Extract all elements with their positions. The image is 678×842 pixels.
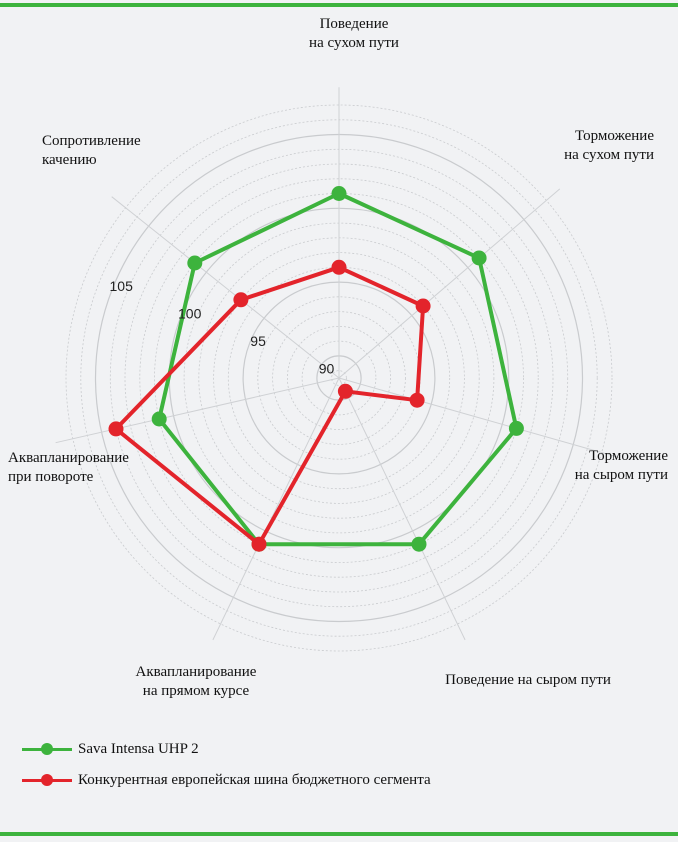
series-0-point-3 xyxy=(411,536,427,552)
legend-dot-competitor xyxy=(41,774,53,786)
spoke-line xyxy=(212,377,340,641)
axis-label-1: Торможение на сухом пути xyxy=(564,128,654,163)
series-1-point-1 xyxy=(415,298,431,314)
series-1-point-3 xyxy=(337,383,353,399)
series-line-1 xyxy=(114,265,426,547)
radar-tick-labels: 90 95 100 105 xyxy=(110,278,335,377)
radar-axis-labels: Поведение на сухом пути Торможение на сухом… xyxy=(8,16,668,699)
series-0-point-6 xyxy=(187,255,203,271)
axis-label-0: Поведение на сухом пути xyxy=(309,16,399,51)
grid-circle-minor xyxy=(331,370,347,386)
tick-label-90: 90 xyxy=(319,361,335,377)
spoke-line xyxy=(338,188,561,379)
series-0-point-2 xyxy=(508,420,524,436)
grid-circle-minor xyxy=(139,178,539,578)
legend-dot-sava xyxy=(41,743,53,755)
legend-label-sava: Sava Intensa UHP 2 xyxy=(78,740,199,757)
grid-circle-minor xyxy=(286,325,391,430)
series-1-point-6 xyxy=(233,292,249,308)
bottom-border xyxy=(0,832,678,836)
axis-label-3: Поведение на сыром пути xyxy=(445,672,611,688)
series-1-point-2 xyxy=(409,392,425,408)
series-1-point-4 xyxy=(251,536,267,552)
legend-swatch-competitor xyxy=(22,770,72,790)
axis-label-2: Торможение на сыром пути xyxy=(575,448,669,483)
legend-item-sava[interactable]: Sava Intensa UHP 2 xyxy=(22,738,431,760)
radar-series xyxy=(108,186,524,552)
grid-circle-minor xyxy=(213,252,465,504)
legend-label-competitor: Конкурентная европейская шина бюджетного… xyxy=(78,771,431,788)
tick-label-100: 100 xyxy=(178,305,202,321)
series-1-point-0 xyxy=(331,259,347,275)
series-1-point-5 xyxy=(108,421,124,437)
legend-item-competitor[interactable]: Конкурентная европейская шина бюджетного… xyxy=(22,769,431,791)
tick-label-105: 105 xyxy=(110,278,134,294)
tick-label-95: 95 xyxy=(250,333,266,349)
series-0-point-5 xyxy=(151,411,167,427)
top-border xyxy=(0,3,678,7)
series-0-point-0 xyxy=(331,186,347,201)
series-0-point-1 xyxy=(471,250,487,266)
legend-swatch-sava xyxy=(22,739,72,759)
spoke-line xyxy=(55,377,340,444)
spoke-line xyxy=(338,377,619,458)
axis-label-4: Аквапланирование на прямом курсе xyxy=(136,664,257,699)
legend: Sava Intensa UHP 2 Конкурентная европейс… xyxy=(22,738,431,800)
spoke-line xyxy=(111,196,340,379)
spoke-line xyxy=(338,377,466,641)
axis-label-6: Сопротивление качению xyxy=(42,133,141,168)
series-line-0 xyxy=(157,191,519,547)
axis-label-5: Аквапланирование при повороте xyxy=(8,450,129,485)
radar-spokes xyxy=(55,87,619,641)
